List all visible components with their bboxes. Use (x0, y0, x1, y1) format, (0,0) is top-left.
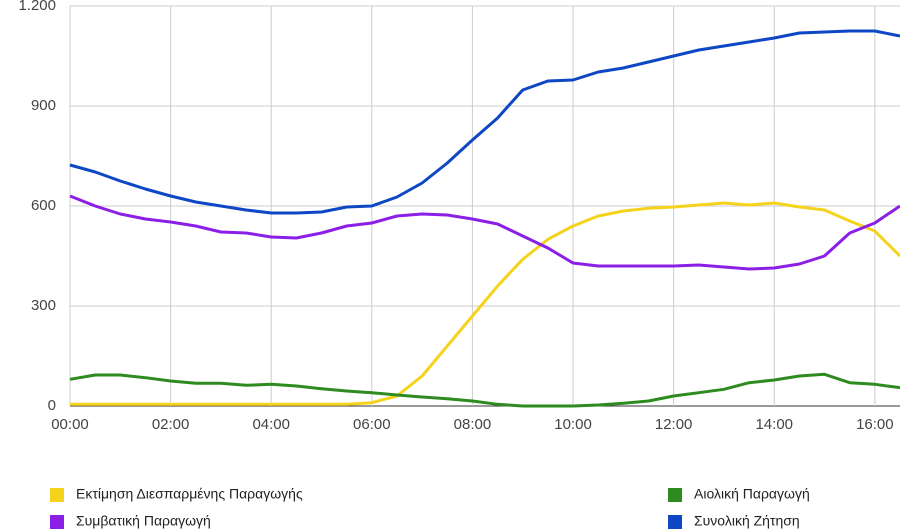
legend-label: Συνολική Ζήτηση (694, 513, 800, 529)
y-tick-label: 300 (31, 297, 56, 314)
x-tick-label: 06:00 (353, 416, 391, 433)
series-line (70, 201, 900, 406)
x-tick-label: 16:00 (856, 416, 894, 433)
x-tick-label: 04:00 (252, 416, 290, 433)
x-tick-label: 12:00 (655, 416, 693, 433)
series-line (69, 29, 900, 215)
x-tick-label: 14:00 (755, 416, 793, 433)
legend-swatch (668, 515, 682, 529)
legend-swatch (50, 515, 64, 529)
legend-swatch (50, 488, 64, 502)
series-line (69, 194, 900, 271)
x-tick-label: 00:00 (51, 416, 89, 433)
legend-label: Αιολική Παραγωγή (694, 486, 810, 502)
y-tick-label: 900 (31, 97, 56, 114)
y-tick-label: 1.200 (18, 0, 56, 14)
legend-swatch (668, 488, 682, 502)
legend-label: Συμβατική Παραγωγή (76, 513, 211, 529)
x-tick-label: 10:00 (554, 416, 592, 433)
x-tick-label: 08:00 (454, 416, 492, 433)
x-tick-label: 02:00 (152, 416, 190, 433)
y-tick-label: 600 (31, 197, 56, 214)
y-tick-label: 0 (48, 397, 56, 414)
legend-label: Εκτίμηση Διεσπαρμένης Παραγωγής (76, 486, 303, 502)
series-line (69, 372, 900, 408)
